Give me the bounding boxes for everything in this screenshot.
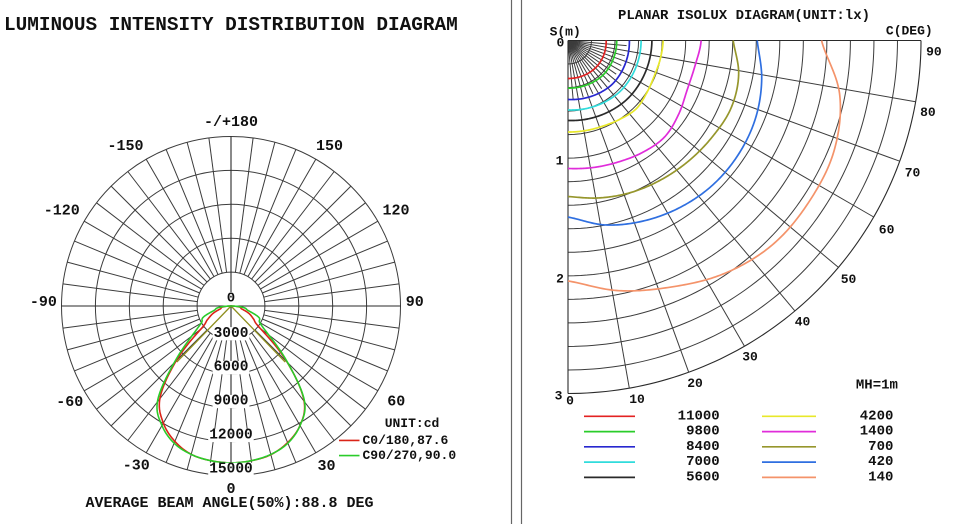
- svg-text:60: 60: [387, 394, 405, 411]
- svg-text:9000: 9000: [214, 394, 249, 410]
- svg-text:4200: 4200: [860, 408, 894, 424]
- svg-text:5600: 5600: [686, 469, 720, 485]
- svg-text:10: 10: [629, 392, 645, 407]
- svg-text:3: 3: [555, 389, 563, 404]
- svg-text:-120: -120: [44, 203, 80, 220]
- svg-text:0: 0: [226, 481, 235, 498]
- svg-text:-150: -150: [107, 138, 143, 155]
- svg-text:1: 1: [556, 154, 564, 169]
- svg-text:12000: 12000: [209, 428, 253, 444]
- svg-text:2: 2: [556, 272, 564, 287]
- svg-text:7000: 7000: [686, 454, 720, 470]
- svg-text:700: 700: [868, 439, 893, 455]
- svg-text:20: 20: [687, 376, 703, 391]
- svg-text:1400: 1400: [860, 424, 894, 440]
- svg-text:30: 30: [317, 458, 335, 475]
- svg-text:90: 90: [406, 294, 424, 311]
- svg-text:AVERAGE BEAM ANGLE(50%):88.8 D: AVERAGE BEAM ANGLE(50%):88.8 DEG: [85, 495, 373, 512]
- svg-text:15000: 15000: [209, 461, 253, 477]
- svg-text:420: 420: [868, 454, 893, 470]
- svg-text:30: 30: [742, 350, 758, 365]
- svg-text:70: 70: [905, 166, 921, 181]
- svg-text:C0/180,87.6: C0/180,87.6: [363, 433, 449, 448]
- svg-text:S(m): S(m): [550, 25, 581, 40]
- svg-text:80: 80: [920, 105, 936, 120]
- svg-text:C90/270,90.0: C90/270,90.0: [363, 448, 457, 463]
- svg-text:-90: -90: [30, 294, 57, 311]
- svg-text:8400: 8400: [686, 439, 720, 455]
- svg-text:140: 140: [868, 469, 893, 485]
- svg-text:9800: 9800: [686, 424, 720, 440]
- svg-text:0: 0: [227, 291, 235, 307]
- svg-text:40: 40: [795, 315, 811, 330]
- svg-text:LUMINOUS INTENSITY DISTRIBUTIO: LUMINOUS INTENSITY DISTRIBUTION DIAGRAM: [4, 14, 458, 36]
- svg-text:0: 0: [556, 36, 564, 51]
- svg-text:60: 60: [879, 222, 895, 237]
- svg-text:0: 0: [566, 394, 574, 409]
- svg-text:PLANAR ISOLUX DIAGRAM(UNIT:lx): PLANAR ISOLUX DIAGRAM(UNIT:lx): [618, 8, 870, 24]
- svg-text:UNIT:cd: UNIT:cd: [385, 416, 440, 431]
- svg-text:50: 50: [841, 272, 857, 287]
- svg-text:6000: 6000: [214, 360, 249, 376]
- svg-text:-/+180: -/+180: [204, 114, 258, 131]
- svg-text:-60: -60: [56, 394, 83, 411]
- svg-text:C(DEG): C(DEG): [886, 24, 933, 39]
- svg-text:11000: 11000: [678, 408, 720, 424]
- svg-text:-30: -30: [123, 458, 150, 475]
- svg-text:120: 120: [382, 203, 409, 220]
- svg-text:150: 150: [316, 138, 343, 155]
- svg-text:3000: 3000: [214, 326, 249, 342]
- svg-text:90: 90: [926, 45, 942, 60]
- svg-text:MH=1m: MH=1m: [856, 378, 898, 394]
